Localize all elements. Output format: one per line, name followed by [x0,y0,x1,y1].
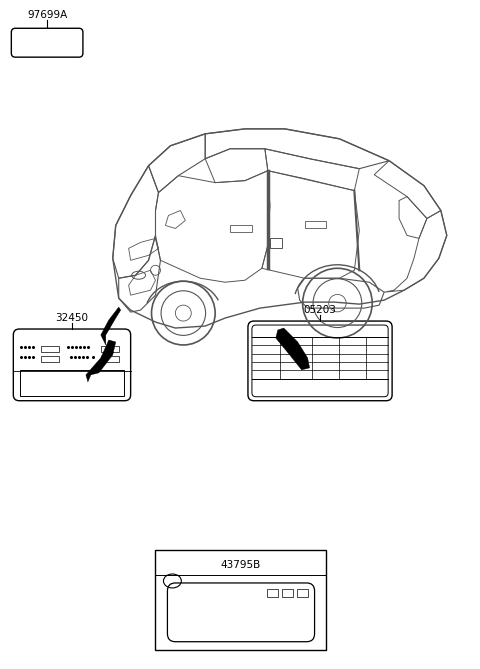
Bar [282,589,293,597]
Text: 05203: 05203 [303,305,336,315]
Bar [305,221,326,228]
Polygon shape [276,328,310,370]
Bar [270,238,282,248]
Bar [20,370,124,396]
Bar [230,225,252,232]
Bar [41,356,59,362]
Bar [101,346,119,352]
Bar [41,346,59,352]
Bar [156,550,326,650]
Bar [267,589,278,597]
Bar [297,589,308,597]
Text: 97699A: 97699A [27,10,67,20]
Polygon shape [101,307,120,345]
Polygon shape [86,340,116,382]
Text: 32450: 32450 [56,313,88,323]
Text: 43795B: 43795B [221,560,261,570]
Bar [101,356,119,362]
